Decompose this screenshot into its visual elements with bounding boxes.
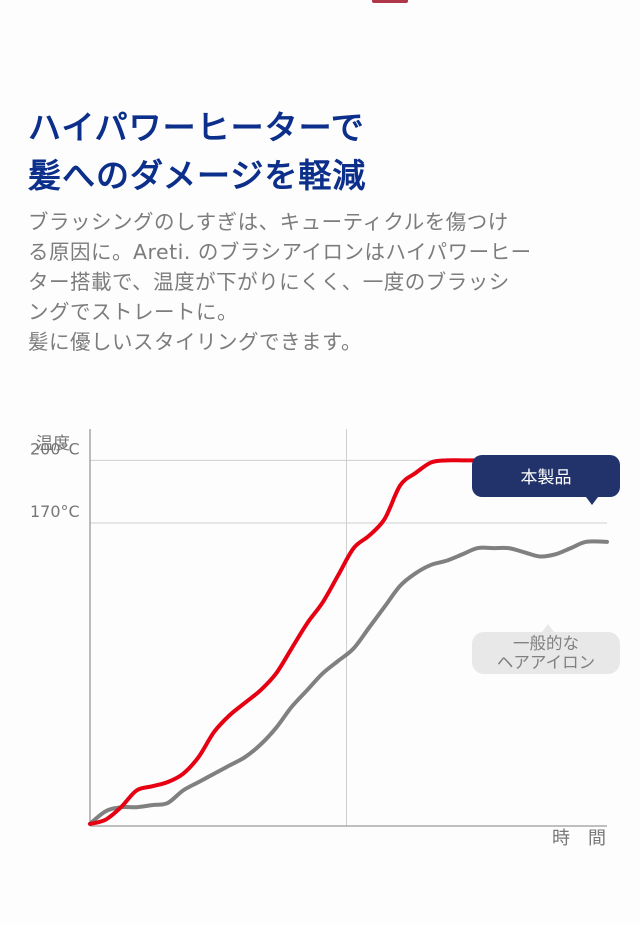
description-text: ブラッシングのしすぎは、キューティクルを傷つけ る原因に。Areti. のブラシ… [28, 207, 618, 357]
description-line-5: 髪に優しいスタイリングできます。 [28, 330, 362, 354]
page-title-line-2: 髪へのダメージを軽減 [28, 156, 367, 195]
legend-badge-product [472, 455, 620, 505]
page-title-line-1: ハイパワーヒーターで [28, 108, 365, 147]
description-line-1: ブラッシングのしすぎは、キューティクルを傷つけ [28, 210, 509, 234]
description-line-3: ター搭載で、温度が下がりにくく、一度のブラッシ [28, 270, 510, 294]
top-accent-bar [372, 0, 408, 3]
legend-label-generic-line-1: 一般的な [513, 634, 579, 653]
description-line-2: る原因に。Areti. のブラシアイロンはハイパワーヒー [28, 240, 532, 264]
legend-label-product: 本製品 [521, 468, 572, 488]
legend-label-generic-line-2: ヘアアイロン [497, 653, 595, 672]
y-tick-label-200: 200°C [30, 439, 80, 458]
y-axis-label: 温度 [36, 434, 70, 454]
y-tick-label-170: 170°C [30, 502, 80, 521]
legend-badge-generic [472, 624, 620, 674]
description-line-4: ングでストレートに。 [28, 300, 238, 324]
series-line-generic [88, 539, 609, 826]
page-title: ハイパワーヒーターで 髪へのダメージを軽減 [28, 104, 618, 200]
x-axis-label: 時 間 [552, 828, 606, 849]
